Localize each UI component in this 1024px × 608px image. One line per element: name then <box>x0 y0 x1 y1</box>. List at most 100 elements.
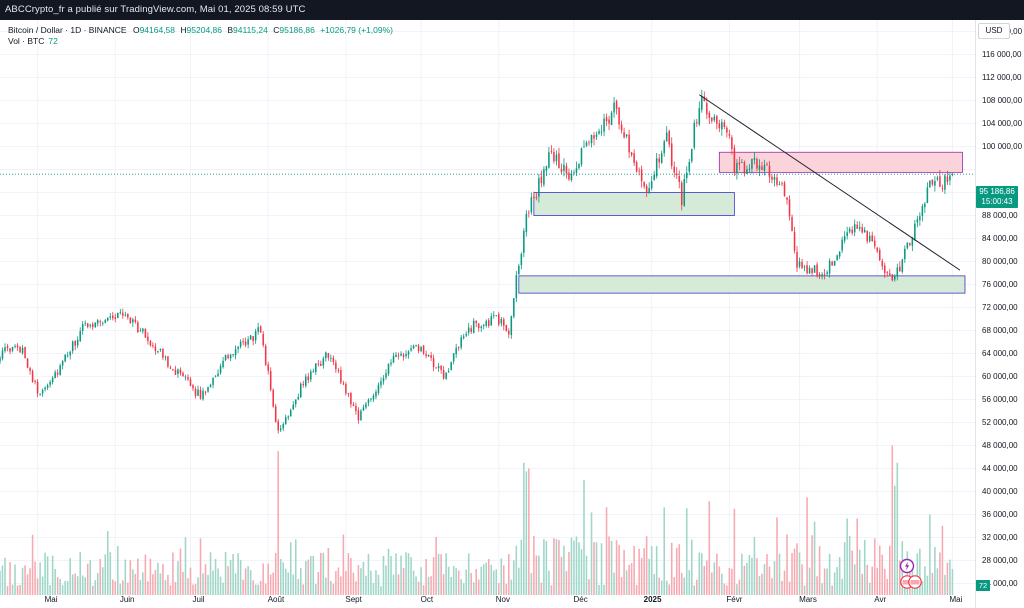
candle <box>565 162 568 179</box>
candle <box>623 127 625 139</box>
volume-bar <box>788 581 791 595</box>
time-tick: Mars <box>799 595 817 604</box>
volume-bar <box>818 546 821 595</box>
candle <box>172 368 174 372</box>
volume-bar <box>365 575 367 595</box>
candle <box>337 367 340 374</box>
candle-body <box>377 384 380 393</box>
candle-body <box>450 362 452 371</box>
candle-body <box>643 182 645 187</box>
candle <box>262 331 264 348</box>
candle <box>106 317 109 322</box>
candle <box>442 366 445 380</box>
candle <box>909 242 911 247</box>
volume-bar <box>618 544 620 595</box>
volume-bar <box>919 548 921 595</box>
volume-bar <box>798 552 801 595</box>
candle <box>510 315 513 339</box>
volume-bar <box>856 518 858 595</box>
time-tick: Août <box>267 595 285 604</box>
candle-body <box>813 265 816 273</box>
volume-bar <box>813 521 816 595</box>
candle <box>846 226 848 240</box>
candle-body <box>718 123 721 129</box>
volume-bar <box>580 549 583 595</box>
chart-icons[interactable] <box>898 558 924 592</box>
volume-bar <box>899 560 901 595</box>
volume-label[interactable]: Vol · BTC <box>8 36 45 46</box>
candle <box>430 351 432 362</box>
candle <box>703 91 706 102</box>
price-axis[interactable] <box>975 20 1024 608</box>
candle-body <box>811 268 813 274</box>
candle <box>157 350 159 354</box>
candle-body <box>16 345 19 348</box>
candle-body <box>535 197 538 198</box>
candle <box>533 191 535 202</box>
candle-body <box>36 381 39 394</box>
candle <box>202 387 204 401</box>
volume-bar <box>152 574 154 595</box>
volume-bar <box>518 567 520 595</box>
candle <box>914 220 916 241</box>
volume-bar <box>693 585 696 595</box>
candle <box>174 365 177 376</box>
volume-bar <box>106 530 109 595</box>
volume-bar <box>330 580 332 595</box>
candle <box>310 369 312 383</box>
candle-body <box>783 182 786 197</box>
candle <box>51 376 54 385</box>
candle <box>590 134 593 148</box>
support-zone <box>533 192 735 216</box>
candle-body <box>264 345 267 366</box>
candle <box>528 210 530 218</box>
time-axis[interactable]: Mai Juin Juil Août Sept Oct Nov Déc 2025 Févr Mars… <box>0 595 975 608</box>
candle-body <box>322 358 325 366</box>
candle <box>320 360 322 366</box>
candle <box>575 161 578 177</box>
volume-bar <box>76 576 79 595</box>
volume-bar <box>553 538 555 595</box>
volume-bar <box>350 558 352 595</box>
candle <box>921 203 924 222</box>
currency-selector[interactable]: USD <box>978 23 1010 39</box>
candle-body <box>756 158 758 169</box>
candle <box>187 374 189 382</box>
volume-bar <box>172 552 174 595</box>
candle-body <box>76 339 79 346</box>
candle-body <box>583 146 585 148</box>
candle <box>417 343 420 354</box>
candle-body <box>425 354 427 356</box>
candle <box>751 158 753 174</box>
volume-bar <box>487 558 490 595</box>
candle <box>610 110 613 126</box>
volume-bar <box>583 480 585 595</box>
candle-body <box>883 265 886 274</box>
candle-body <box>685 172 688 179</box>
candle-body <box>613 102 615 113</box>
price-chart[interactable] <box>0 20 975 595</box>
candle-body <box>234 349 237 356</box>
symbol-label[interactable]: Bitcoin / Dollar · 1D · BINANCE <box>8 25 127 35</box>
candle <box>886 271 889 277</box>
candle <box>350 392 352 408</box>
volume-bar <box>274 552 277 595</box>
volume-bar <box>886 578 889 595</box>
candle-body <box>437 366 440 369</box>
candle-body <box>340 370 342 383</box>
candle <box>851 226 853 236</box>
candle-body <box>836 255 838 261</box>
candle <box>101 321 104 326</box>
candle-body <box>753 158 756 160</box>
candle-body <box>518 265 520 275</box>
open-value: 94164,58 <box>139 25 176 35</box>
candle <box>776 173 778 187</box>
candle-body <box>911 238 914 246</box>
candle-body <box>412 345 415 349</box>
candle-body <box>926 187 929 204</box>
volume-bar <box>588 579 590 595</box>
candle-body <box>487 320 490 326</box>
volume-bar <box>199 538 202 595</box>
candle-body <box>380 381 382 386</box>
volume-bar <box>916 553 919 595</box>
